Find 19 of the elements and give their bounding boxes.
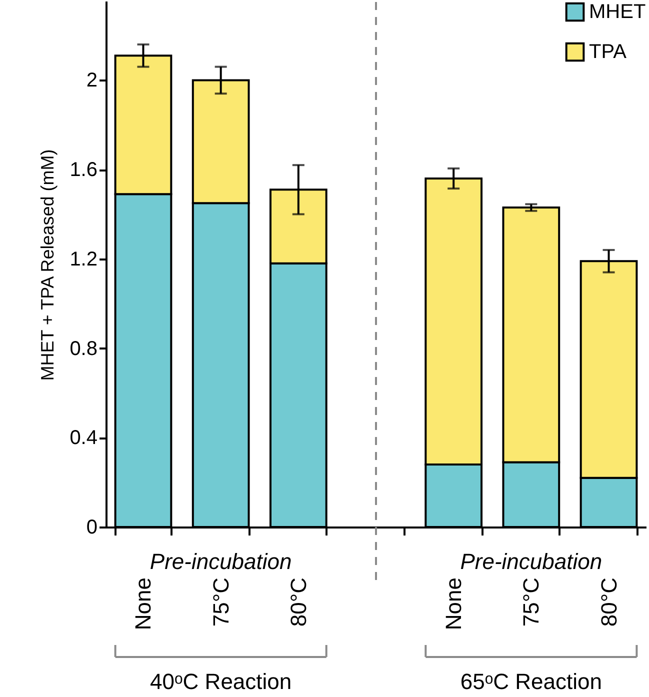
y-tick-label: 1.2 bbox=[70, 248, 98, 270]
x-tick-label: None bbox=[130, 578, 156, 630]
y-tick-label: 0.4 bbox=[70, 427, 98, 450]
x-tick-label: 75°C bbox=[518, 577, 544, 627]
x-tick-label: 75°C bbox=[208, 577, 234, 627]
text: 65ᵒC Reaction bbox=[460, 669, 602, 694]
x-tick-label: 80°C bbox=[286, 577, 311, 627]
y-axis-title: MHET + TPA Released (mM) bbox=[38, 149, 58, 381]
y-tick-label: 1.6 bbox=[70, 159, 98, 182]
y-tick-label: 2 bbox=[86, 70, 98, 92]
y-tick-label: 0.8 bbox=[70, 338, 98, 360]
text: Pre-incubation bbox=[150, 549, 292, 574]
text: Pre-incubation bbox=[460, 549, 602, 574]
legend-label: TPA bbox=[589, 41, 628, 63]
x-tick-label: 80°C bbox=[596, 577, 622, 627]
y-tick-label: 0 bbox=[86, 516, 98, 538]
x-tick-label: None bbox=[441, 578, 466, 630]
text: 40ᵒC Reaction bbox=[150, 669, 292, 694]
legend-label: MHET bbox=[589, 1, 646, 23]
